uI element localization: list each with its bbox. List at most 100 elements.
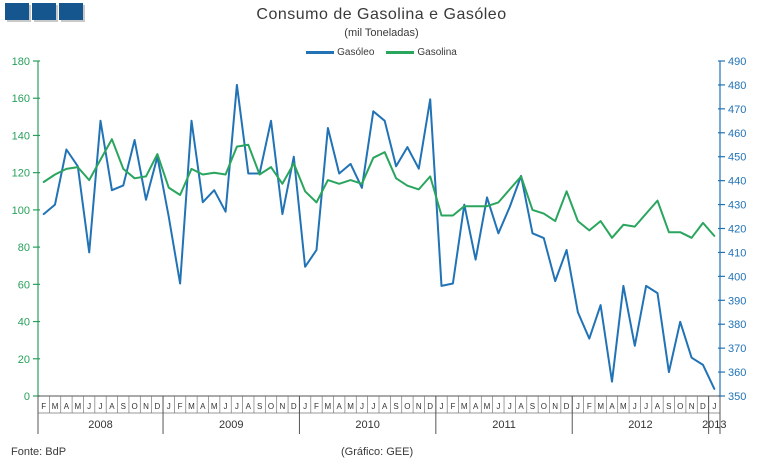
month-label: J [496, 402, 500, 411]
month-label: N [279, 402, 285, 411]
right-axis-tick-label: 470 [728, 104, 746, 116]
legend-label-gasolina: Gasolina [417, 47, 457, 58]
legend-label-gasoleo: Gasóleo [337, 47, 375, 58]
right-axis-tick-label: 450 [728, 152, 746, 164]
month-label: A [609, 402, 615, 411]
right-axis-tick-label: 410 [728, 247, 746, 259]
month-label: A [337, 402, 343, 411]
page-title: Consumo de Gasolina e Gasóleo [256, 6, 507, 23]
month-label: S [393, 402, 398, 411]
month-label: M [325, 402, 332, 411]
right-axis-tick-label: 350 [728, 391, 746, 403]
gasoleo-line-swatch-icon [306, 51, 335, 54]
left-axis-tick-label: 60 [18, 279, 30, 291]
month-label: A [109, 402, 115, 411]
month-label: O [131, 402, 137, 411]
month-label: M [597, 402, 604, 411]
month-label: J [224, 402, 228, 411]
right-axis-tick-label: 360 [728, 367, 746, 379]
month-label: O [677, 402, 683, 411]
year-label: 2010 [355, 419, 379, 431]
right-axis-tick-label: 460 [728, 128, 746, 140]
month-label: M [188, 402, 195, 411]
month-label: A [655, 402, 661, 411]
month-label: O [268, 402, 274, 411]
right-axis-tick-label: 430 [728, 200, 746, 212]
month-label: M [347, 402, 354, 411]
month-label: J [633, 402, 637, 411]
legend-item-gasoleo: Gasóleo [306, 47, 374, 58]
month-label: D [700, 402, 706, 411]
right-axis-tick-label: 370 [728, 343, 746, 355]
month-label: J [440, 402, 444, 411]
month-label: M [74, 402, 81, 411]
month-label: O [541, 402, 547, 411]
gasolina-line-swatch-icon [386, 51, 415, 54]
month-label: A [64, 402, 70, 411]
legend-item-gasolina: Gasolina [386, 47, 457, 58]
year-label: 2008 [88, 419, 112, 431]
month-label: F [178, 402, 183, 411]
month-label: M [52, 402, 59, 411]
left-axis-tick-label: 20 [18, 354, 30, 366]
left-axis-tick-label: 120 [12, 168, 30, 180]
right-axis-tick-label: 380 [728, 319, 746, 331]
left-axis-tick-label: 160 [12, 93, 30, 105]
month-label: J [235, 402, 239, 411]
month-label: D [564, 402, 570, 411]
right-axis-tick-label: 420 [728, 224, 746, 236]
right-axis: 350 360 370 380 390 400 410 420 430 440 450 460 470 4… [718, 56, 746, 403]
gasoleo-series-line [42, 83, 716, 390]
month-label: N [689, 402, 695, 411]
month-label: M [484, 402, 491, 411]
logo-squares [5, 3, 83, 20]
page-subtitle: (mil Toneladas) [344, 27, 419, 39]
month-label: D [427, 402, 433, 411]
right-axis-tick-label: 390 [728, 295, 746, 307]
month-label: M [461, 402, 468, 411]
month-label: S [257, 402, 262, 411]
month-label: A [518, 402, 524, 411]
month-label: N [552, 402, 558, 411]
left-axis-tick-label: 0 [24, 391, 30, 403]
logo-square-icon [5, 3, 29, 20]
month-label: S [530, 402, 535, 411]
month-label: J [644, 402, 648, 411]
month-label: F [587, 402, 592, 411]
left-axis: 0 20 40 60 80 100 120 140 160 180 [12, 56, 40, 403]
month-label: J [99, 402, 103, 411]
month-label: J [576, 402, 580, 411]
month-label: O [404, 402, 410, 411]
month-label: F [41, 402, 46, 411]
month-label: D [291, 402, 297, 411]
left-axis-tick-label: 140 [12, 130, 30, 142]
month-label: M [211, 402, 218, 411]
logo-square-icon [32, 3, 56, 20]
month-label: A [246, 402, 252, 411]
year-label: 2012 [628, 419, 652, 431]
month-label: J [303, 402, 307, 411]
month-label: F [450, 402, 455, 411]
right-axis-tick-label: 400 [728, 271, 746, 283]
left-axis-tick-label: 100 [12, 205, 30, 217]
gasolina-series-line [42, 138, 716, 239]
month-label: N [416, 402, 422, 411]
source-note: Fonte: BdP [11, 446, 67, 458]
month-label: S [121, 402, 126, 411]
right-axis-tick-label: 480 [728, 80, 746, 92]
month-label: A [382, 402, 388, 411]
year-label: 2011 [492, 419, 516, 431]
right-axis-tick-label: 490 [728, 56, 746, 68]
year-label: 2013 [702, 419, 726, 431]
credit-note: (Gráfico: GEE) [341, 446, 414, 458]
right-axis-tick-label: 440 [728, 176, 746, 188]
month-label: J [371, 402, 375, 411]
month-label: F [314, 402, 319, 411]
left-axis-tick-label: 40 [18, 317, 30, 329]
left-axis-tick-label: 80 [18, 242, 30, 254]
year-label: 2009 [219, 419, 243, 431]
month-label: M [620, 402, 627, 411]
